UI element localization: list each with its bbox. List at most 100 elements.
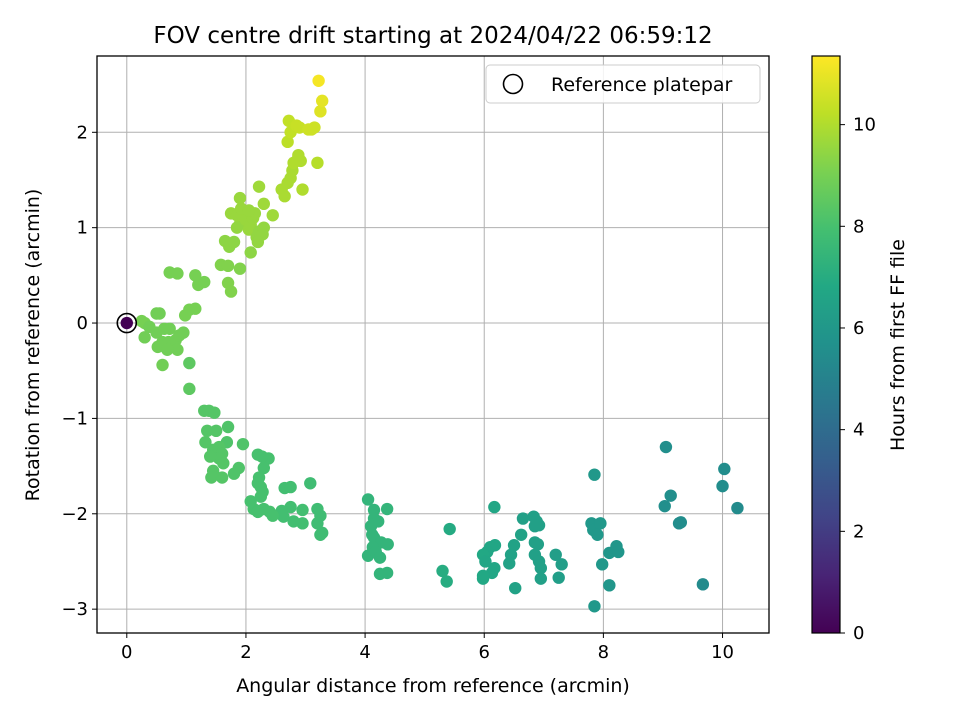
- data-point: [189, 269, 202, 282]
- data-point: [257, 461, 271, 475]
- data-point: [367, 503, 381, 517]
- data-point: [440, 575, 453, 588]
- colorbar-tick-label: 2: [853, 521, 864, 542]
- y-tick-label: −1: [61, 408, 88, 429]
- data-point: [476, 572, 490, 585]
- data-point: [674, 516, 688, 529]
- data-point: [659, 440, 673, 454]
- data-point: [314, 528, 327, 541]
- data-point: [443, 522, 456, 536]
- data-point: [718, 462, 731, 476]
- data-point: [507, 539, 521, 552]
- colorbar-tick-label: 0: [853, 623, 864, 644]
- data-point: [281, 135, 294, 149]
- data-point: [658, 499, 671, 513]
- data-point: [257, 197, 271, 211]
- data-point: [696, 578, 710, 591]
- y-tick-label: 0: [77, 313, 88, 334]
- data-point: [716, 479, 729, 493]
- y-axis-label: Rotation from reference (arcmin): [22, 189, 44, 502]
- data-point: [189, 302, 202, 315]
- data-point: [311, 517, 324, 530]
- plot-frame: [96, 55, 770, 634]
- data-point: [294, 154, 307, 168]
- data-point: [221, 420, 235, 434]
- data-point: [287, 515, 300, 528]
- data-point: [161, 343, 174, 356]
- colorbar-tick-label: 6: [853, 318, 864, 339]
- data-point: [221, 259, 235, 273]
- legend-box: [485, 64, 761, 104]
- chart-title: FOV centre drift starting at 2024/04/22 …: [153, 23, 712, 49]
- colorbar-ticks: 0 2 4 6 8 10: [840, 115, 876, 644]
- data-point: [215, 471, 229, 484]
- data-point: [731, 501, 744, 515]
- data-point: [534, 572, 548, 585]
- data-point: [591, 528, 604, 541]
- data-point: [304, 477, 317, 490]
- data-point: [532, 519, 546, 532]
- x-axis-ticks: 0 2 4 6 8 10: [121, 633, 734, 663]
- x-tick-label: 6: [479, 642, 490, 663]
- data-point: [373, 551, 387, 564]
- data-points: [116, 74, 744, 613]
- data-point: [588, 600, 601, 613]
- data-point: [296, 183, 309, 196]
- data-point: [251, 235, 265, 249]
- data-point: [308, 121, 321, 134]
- data-point: [509, 581, 522, 595]
- data-point: [284, 480, 297, 494]
- data-point: [266, 509, 279, 522]
- data-point: [156, 358, 169, 372]
- x-tick-label: 4: [359, 642, 370, 663]
- y-tick-label: −3: [61, 599, 88, 620]
- y-tick-label: −2: [61, 504, 88, 525]
- data-point: [183, 382, 196, 396]
- data-point: [588, 468, 601, 481]
- data-point: [153, 307, 166, 320]
- colorbar: 0 2 4 6 8 10 Hours from first FF file: [811, 55, 909, 644]
- data-point: [199, 436, 212, 449]
- data-point: [380, 502, 394, 516]
- colorbar-label: Hours from first FF file: [887, 239, 909, 451]
- data-point: [664, 489, 677, 502]
- data-point: [514, 528, 528, 541]
- data-point: [171, 267, 184, 280]
- data-point: [177, 326, 190, 339]
- data-point: [311, 156, 324, 170]
- data-point: [244, 246, 257, 259]
- data-point: [278, 189, 291, 203]
- data-point: [315, 94, 329, 108]
- y-tick-label: 1: [77, 218, 88, 239]
- x-tick-label: 0: [121, 642, 132, 663]
- data-point: [224, 285, 238, 298]
- data-point: [236, 437, 250, 451]
- data-point: [436, 564, 449, 578]
- data-point: [266, 209, 279, 222]
- data-point: [233, 262, 247, 275]
- data-point: [257, 221, 271, 234]
- data-point: [120, 316, 133, 330]
- colorbar-tick-label: 8: [853, 216, 864, 237]
- data-point: [205, 471, 218, 484]
- legend-marker-reference: [502, 73, 524, 95]
- data-point: [503, 557, 516, 570]
- data-point: [314, 105, 327, 118]
- data-point: [255, 450, 269, 463]
- data-point: [594, 517, 607, 530]
- x-tick-label: 10: [711, 642, 734, 663]
- data-point: [516, 512, 530, 525]
- data-point: [227, 235, 241, 249]
- data-point: [612, 545, 625, 559]
- data-point: [549, 548, 562, 561]
- data-point: [217, 457, 230, 470]
- data-point: [198, 275, 211, 289]
- data-point: [251, 505, 265, 519]
- x-axis-label: Angular distance from reference (arcmin): [236, 675, 630, 697]
- data-point: [595, 558, 609, 571]
- data-point: [209, 424, 223, 438]
- data-point: [233, 191, 247, 205]
- data-point: [203, 450, 217, 463]
- colorbar-gradient: [811, 55, 841, 634]
- colorbar-tick-label: 4: [853, 420, 864, 441]
